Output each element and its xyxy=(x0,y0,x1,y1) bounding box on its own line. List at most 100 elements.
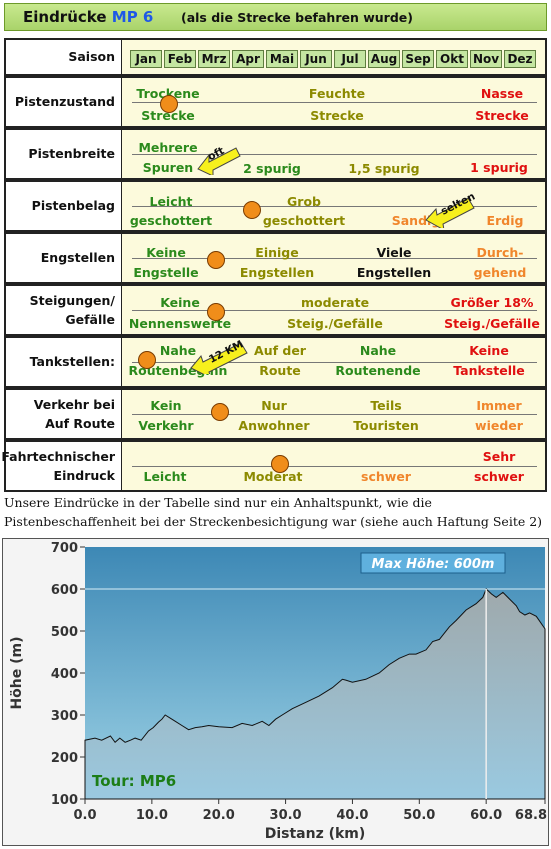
month-mrz: Mrz xyxy=(198,50,230,68)
option-text: Nahe xyxy=(159,343,197,358)
row-fahrtechnik: Fahrtechnischer Eindruck Leicht Moderat s… xyxy=(1,440,547,492)
arrow-left-icon xyxy=(197,147,241,175)
y-tick-label: 500 xyxy=(51,625,78,640)
x-tick-label: 68.8 xyxy=(515,808,547,823)
row-verkehr: Verkehr bei Auf Route Kein Verkehr Nur An… xyxy=(4,388,547,440)
row-label: Engstellen xyxy=(40,250,115,266)
elevation-chart-svg: 100 200 300 400 500 600 700 0.0 10.0 20.0 30.0 40.… xyxy=(9,541,547,842)
option-text: geschottert xyxy=(129,213,213,228)
scale-line xyxy=(132,102,537,103)
row-label-line: Eindruck xyxy=(53,468,115,483)
option-text: moderate xyxy=(300,295,370,310)
x-tick-label: 50.0 xyxy=(403,808,435,823)
row-pistenzustand: Pistenzustand Trockene Strecke Feuchte S… xyxy=(4,76,547,128)
option-text: Anwohner xyxy=(238,418,310,433)
option-text: Durch- xyxy=(476,245,524,260)
y-tick-label: 700 xyxy=(51,541,78,556)
row-label: Tankstellen: xyxy=(29,354,115,370)
month-apr: Apr xyxy=(232,50,264,68)
row-scale: Kein Verkehr Nur Anwohner Teils Touriste… xyxy=(121,390,545,438)
row-label-line: Verkehr bei xyxy=(33,396,115,412)
row-scale: Mehrere Spuren 2 spurig 1,5 spurig 1 spu… xyxy=(121,130,545,178)
option-text: geschottert xyxy=(262,213,346,228)
row-label-line: Gefälle xyxy=(65,312,115,327)
row-label: Pistenbreite xyxy=(28,146,115,162)
row-label: Saison xyxy=(68,49,115,65)
month-aug: Aug xyxy=(368,50,400,68)
row-label: Verkehr bei Auf Route xyxy=(6,390,119,438)
row-scale: Trockene Strecke Feuchte Strecke Nasse S… xyxy=(121,78,545,126)
row-scale: Keine Nennenswerte moderate Steig./Gefäl… xyxy=(121,286,545,334)
row-label-line: Steigungen/ xyxy=(29,292,115,308)
month-strip: Jan Feb Mrz Apr Mai Jun Jul Aug Sep Okt Nov Dez xyxy=(121,40,545,74)
x-tick-label: 10.0 xyxy=(136,808,168,823)
option-text: Sehr xyxy=(482,449,516,464)
rating-marker xyxy=(243,201,261,219)
option-text: Immer xyxy=(476,398,522,413)
option-text: Leicht xyxy=(149,194,193,209)
option-text: Steig./Gefälle xyxy=(444,316,540,331)
arrow-left-icon xyxy=(425,197,475,228)
row-pistenbelag: Pistenbelag Leicht geschottert Grob gesc… xyxy=(4,180,547,232)
option-text: Steig./Gefälle xyxy=(287,316,383,331)
max-annotation: Max Höhe: 600m xyxy=(372,557,495,572)
x-tick-label: 30.0 xyxy=(270,808,302,823)
rating-marker xyxy=(160,95,178,113)
option-text: Mehrere xyxy=(138,140,198,155)
option-text: Spuren xyxy=(142,160,194,175)
tour-label: Tour: MP6 xyxy=(92,772,176,790)
row-label: Fahrtechnischer Eindruck xyxy=(1,442,119,490)
rating-marker xyxy=(207,303,225,321)
option-text: wieder xyxy=(475,418,523,433)
option-text: 2 spurig xyxy=(243,161,301,176)
option-text: Nahe xyxy=(359,343,397,358)
y-tick-label: 100 xyxy=(51,793,78,808)
option-text: gehend xyxy=(473,265,527,280)
month-feb: Feb xyxy=(164,50,196,68)
row-scale: Leicht geschottert Grob geschottert Sand… xyxy=(121,182,545,230)
y-tick-label: 200 xyxy=(51,751,78,766)
month-dez: Dez xyxy=(504,50,536,68)
option-text: Engstelle xyxy=(133,265,199,280)
month-nov: Nov xyxy=(470,50,502,68)
option-text: Grob xyxy=(287,194,321,209)
x-tick-label: 60.0 xyxy=(470,808,502,823)
month-jul: Jul xyxy=(334,50,366,68)
option-text: Feuchte xyxy=(308,86,366,101)
rating-marker xyxy=(207,251,225,269)
rating-marker xyxy=(138,351,156,369)
option-text: Engstellen xyxy=(239,265,315,280)
title-banner: Eindrücke MP 6 (als die Strecke befahren… xyxy=(4,3,547,31)
option-text: Kein xyxy=(150,398,182,413)
option-text: Leicht xyxy=(143,469,187,484)
month-mai: Mai xyxy=(266,50,298,68)
max-annotation-box xyxy=(360,552,506,574)
rating-marker xyxy=(211,403,229,421)
scale-line xyxy=(132,310,537,311)
row-scale: Leicht Moderat schwer Sehr schwer xyxy=(121,442,545,490)
option-text: Verkehr xyxy=(138,418,194,433)
disclaimer-note: Unsere Eindrücke in der Tabelle sind nur… xyxy=(4,495,543,529)
option-text: Keine xyxy=(160,295,200,310)
option-text: Moderat xyxy=(243,469,303,484)
option-text: Teils xyxy=(370,398,402,413)
elevation-chart: 100 200 300 400 500 600 700 0.0 10.0 20.0 30.0 40.… xyxy=(2,538,549,846)
y-axis-label: Höhe (m) xyxy=(9,636,25,709)
option-text: Routenende xyxy=(335,363,421,378)
option-text: Strecke xyxy=(310,108,364,123)
scale-line xyxy=(132,154,537,155)
x-tick-label: 40.0 xyxy=(336,808,368,823)
title-prefix: Eindrücke xyxy=(23,8,107,26)
row-label: Steigungen/Gefälle xyxy=(6,286,119,334)
title-mp: MP 6 xyxy=(111,8,154,26)
scale-line xyxy=(132,414,537,415)
page-subtitle: (als die Strecke befahren wurde) xyxy=(181,10,413,25)
row-label: Pistenzustand xyxy=(14,94,115,110)
scale-line xyxy=(132,258,537,259)
month-jan: Jan xyxy=(130,50,162,68)
row-pistenbreite: Pistenbreite Mehrere Spuren 2 spurig 1,5… xyxy=(4,128,547,180)
option-text: schwer xyxy=(361,469,411,484)
x-tick-label: 20.0 xyxy=(203,808,235,823)
option-text: 1 spurig xyxy=(470,160,528,175)
option-text: Tankstelle xyxy=(453,363,525,378)
